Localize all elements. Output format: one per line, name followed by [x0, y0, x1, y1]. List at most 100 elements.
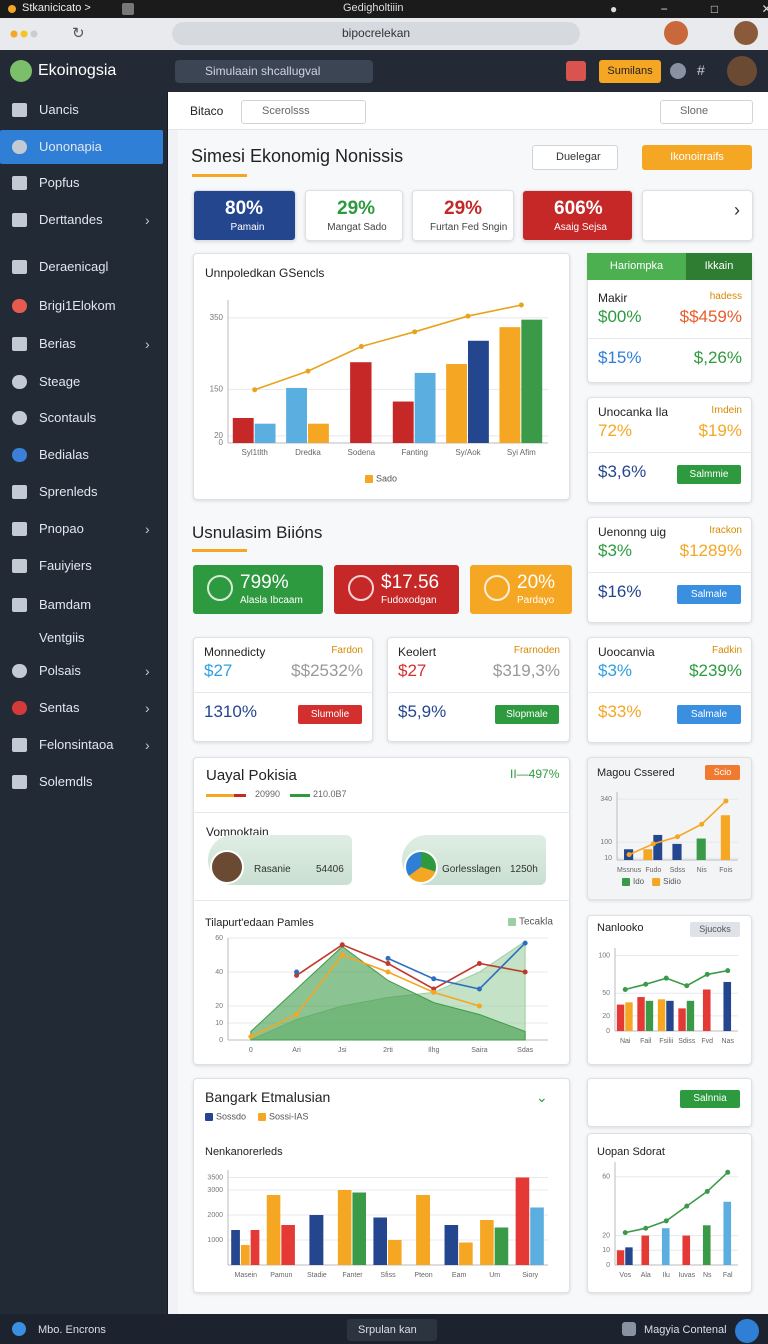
card-value: $00% — [598, 307, 642, 326]
person-value: 1250h — [510, 864, 538, 875]
active-item-bg — [0, 130, 163, 164]
url-text: bipocrelekan — [342, 26, 411, 40]
person-avatar — [210, 850, 244, 884]
menu-item-label[interactable]: Brigi1Elokom — [39, 298, 116, 313]
card-value: $19% — [698, 421, 742, 440]
menu-item-label[interactable]: Steage — [39, 374, 81, 389]
toolbar-sort[interactable] — [660, 100, 753, 124]
metric-card — [587, 637, 752, 743]
menu-item-label[interactable]: Pnopao — [39, 521, 84, 536]
kpi-card — [193, 190, 296, 241]
toolbar-search[interactable] — [241, 100, 366, 124]
user-avatar[interactable] — [727, 56, 757, 86]
card-value: $27 — [398, 661, 427, 680]
brand-icon — [10, 60, 32, 82]
card-tab[interactable]: Hariompka — [587, 253, 686, 280]
card-divider — [193, 692, 373, 693]
chart-dropdown[interactable]: ⌄ — [536, 1089, 548, 1105]
topbar-icon[interactable] — [670, 63, 686, 79]
card-button[interactable]: Salmale — [677, 705, 741, 724]
menu-item-label[interactable]: Uononapia — [39, 139, 102, 154]
menu-item-label[interactable]: Ventgiis — [39, 630, 85, 645]
card-button[interactable]: Salmmie — [677, 465, 741, 484]
chart-title: Magou Cssered — [597, 767, 675, 779]
chart-card — [193, 1078, 570, 1293]
chart-card — [587, 915, 752, 1065]
section-underline — [192, 549, 247, 552]
menu-item-label[interactable]: Felonsintaoa — [39, 737, 114, 752]
kpi-card — [522, 190, 633, 241]
avatar-small[interactable] — [734, 21, 758, 45]
menu-item-label[interactable]: Berias — [39, 336, 76, 351]
card-value: $1289% — [679, 541, 742, 560]
menu-item-label[interactable]: Fauiyiers — [39, 558, 92, 573]
menu-item-label[interactable]: Deraenicagl — [39, 259, 109, 274]
header-dropdown[interactable] — [532, 145, 618, 170]
window-controls[interactable]: ● − □ ✕ — [610, 2, 768, 16]
menu-icon — [12, 598, 27, 612]
metric-card — [587, 397, 752, 503]
footer-pill — [347, 1319, 437, 1341]
card-button[interactable]: Salnnia — [680, 1090, 740, 1108]
menu-item-label[interactable]: Popfus — [39, 175, 80, 190]
kpi-next-arrow[interactable]: › — [734, 200, 740, 220]
topbar-search-text: Simulaain shcallugval — [205, 64, 321, 78]
menu-item-label[interactable]: Sentas — [39, 700, 80, 715]
card-value: $$2532% — [291, 661, 363, 680]
card-value: $3,6% — [598, 462, 647, 481]
menu-icon — [12, 775, 27, 789]
card-title: Unocanka Ila — [598, 405, 669, 419]
header-button[interactable]: Ikonoirraifs — [642, 145, 752, 170]
menu-icon — [12, 337, 27, 351]
card-value: $,26% — [693, 348, 742, 367]
kpi-card — [412, 190, 514, 241]
topbar-button[interactable]: Sumilans — [599, 60, 661, 83]
url-pill[interactable] — [172, 22, 580, 45]
tile-icon — [484, 575, 510, 601]
submenu-arrow: › — [145, 700, 150, 716]
tile-icon — [348, 575, 374, 601]
title-underline — [192, 174, 247, 177]
new-tab-icon[interactable] — [122, 3, 134, 15]
menu-item-label[interactable]: Sprenleds — [39, 484, 98, 499]
card-tab[interactable]: Ikkain — [686, 253, 752, 280]
topbar-search[interactable] — [175, 60, 373, 83]
card-button[interactable]: Salmale — [677, 585, 741, 604]
toolbar-search-text: Scerolsss — [262, 105, 310, 117]
card-value: $239% — [689, 661, 742, 680]
card-divider — [193, 900, 570, 901]
sidebar — [0, 92, 168, 1314]
menu-item-label[interactable]: Derttandes — [39, 212, 103, 227]
menu-item-label[interactable]: Polsais — [39, 663, 81, 678]
menu-item-label[interactable]: Uancis — [39, 102, 79, 117]
kpi-value: 29% — [337, 198, 376, 219]
avatar-small[interactable] — [664, 21, 688, 45]
menu-icon — [12, 140, 27, 154]
profile-card — [193, 757, 570, 1065]
card-title: Uoocanvia — [598, 645, 655, 659]
kpi-value: 606% — [554, 198, 603, 219]
kpi-card — [305, 190, 403, 241]
card-value: $27 — [204, 661, 233, 680]
card-divider — [193, 812, 570, 813]
topbar-icon[interactable]: # — [697, 62, 705, 78]
tile-label: Pardayo — [517, 595, 555, 606]
menu-item-label[interactable]: Solemdls — [39, 774, 93, 789]
menu-item-label[interactable]: Bedialas — [39, 447, 89, 462]
card-title: Keolert — [398, 645, 437, 659]
window-title: Gedigholtiiin — [343, 2, 404, 14]
card-button[interactable]: Slumolie — [298, 705, 362, 724]
page-title: Simesi Ekonomig Nonissis — [191, 146, 404, 166]
card-value: $3% — [598, 541, 633, 560]
toolbar-sort-text: Slone — [680, 105, 709, 117]
reload-button[interactable]: ↻ — [72, 25, 85, 42]
chart-button[interactable]: Scio — [705, 765, 740, 780]
menu-icon — [12, 448, 27, 462]
menu-item-label[interactable]: Scontauls — [39, 410, 97, 425]
menu-item-label[interactable]: Bamdam — [39, 597, 92, 612]
kpi-value: 80% — [225, 198, 264, 219]
footer-fab[interactable] — [735, 1319, 759, 1343]
card-button[interactable]: Slopmale — [495, 705, 559, 724]
topbar-icon[interactable] — [566, 61, 586, 81]
menu-icon — [12, 411, 27, 425]
